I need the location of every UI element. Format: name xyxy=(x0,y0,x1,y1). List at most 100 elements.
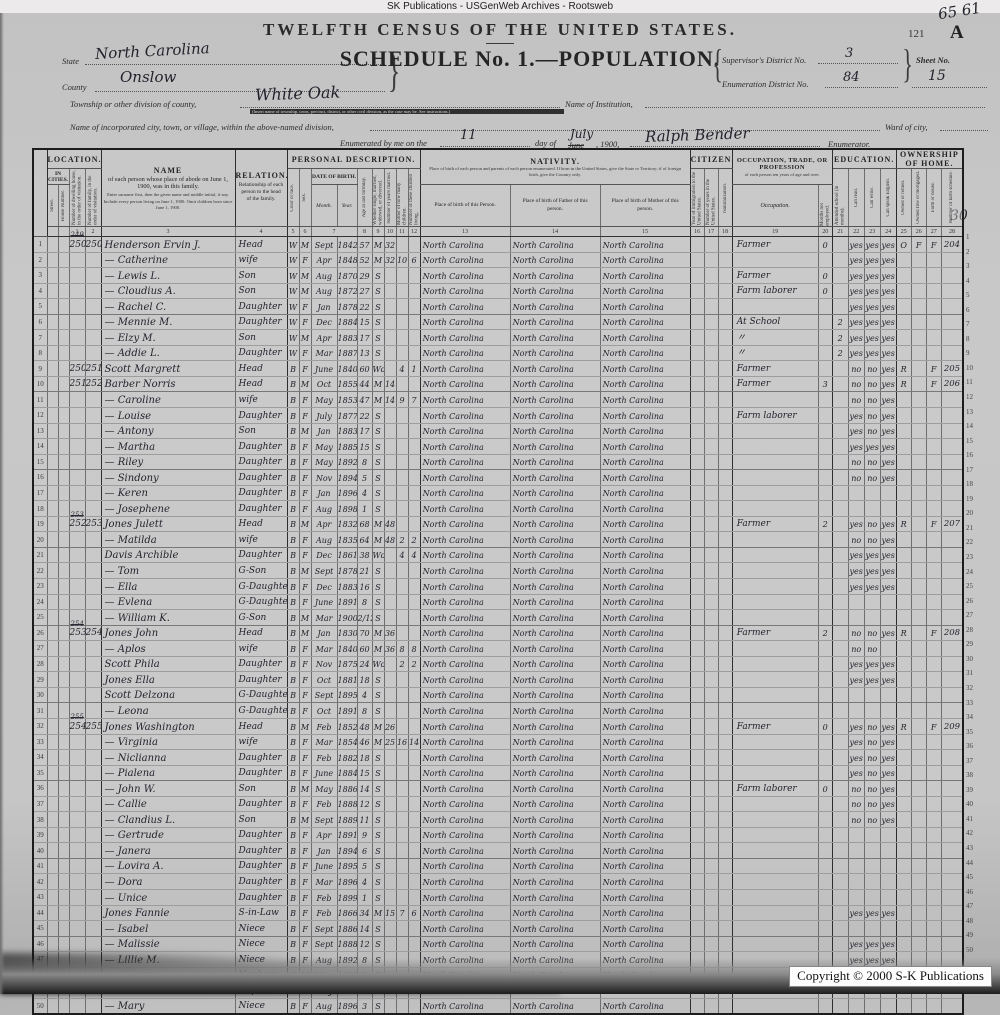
cell-pb: North Carolina xyxy=(420,469,511,486)
cell-mu xyxy=(818,547,833,564)
cell-pb: North Carolina xyxy=(420,594,511,611)
cell-wr: no xyxy=(864,624,881,642)
cell-yu xyxy=(704,375,719,393)
cell-dw xyxy=(69,920,86,937)
census-table-header: LOCATION. NAME of each person whose plac… xyxy=(33,149,964,237)
cell-ms: S xyxy=(372,671,385,688)
margin-row-number: 17 xyxy=(966,465,973,474)
cell-rel: Son xyxy=(235,811,288,828)
cell-a: 60 xyxy=(357,640,373,657)
cell-oc: Farmer xyxy=(732,624,819,642)
dob-header: DATE OF BIRTH. xyxy=(311,168,358,185)
cell-wr: no xyxy=(864,391,881,409)
cell-m: Sept xyxy=(311,936,338,953)
left-brace: } xyxy=(387,45,401,96)
cell-na xyxy=(718,454,733,471)
cell-y: 1898 xyxy=(337,500,358,517)
cell-yu xyxy=(704,842,719,859)
margin-row-number: 18 xyxy=(966,480,973,489)
cell-pf: North Carolina xyxy=(510,562,601,580)
cell-c: B xyxy=(287,454,300,471)
cell-fam xyxy=(85,329,102,346)
cell-yu xyxy=(704,267,719,284)
row-number: 33 xyxy=(33,734,48,751)
cell-pf: North Carolina xyxy=(510,656,601,673)
cell-rd: no xyxy=(848,780,865,797)
table-row: 18— Josephene Daughter B F Aug 1898 1 S North Ca… xyxy=(33,500,964,517)
sheet-value: 15 xyxy=(928,68,946,84)
cell-wr: yes xyxy=(864,329,881,346)
name-instructions-1: of each person whose place of abode on J… xyxy=(108,175,228,190)
cell-yu xyxy=(704,656,719,673)
table-row: 30 Scott Delzona G-Daughter B F Sept 1895 4 S Nor… xyxy=(33,687,964,704)
cell-m: Sept xyxy=(311,562,338,580)
cell-cl: 2 xyxy=(408,531,421,548)
cell-name: Jones Julett xyxy=(101,515,236,533)
age-label: Age at last birthday. xyxy=(361,177,367,218)
cell-fam xyxy=(85,438,102,455)
cell-ym: 26 xyxy=(384,717,397,735)
cell-ym xyxy=(384,469,397,486)
cell-oc xyxy=(732,469,819,486)
cell-c: B xyxy=(287,469,300,486)
cell-name: — Elzy M. xyxy=(101,329,236,346)
col-street: Street. xyxy=(47,184,59,227)
cell-oc: Farm laborer xyxy=(732,780,819,797)
row-number: 36 xyxy=(33,780,48,797)
row-number: 10 xyxy=(33,375,48,393)
cell-fh xyxy=(926,423,942,440)
supervisor-district-value: 3 xyxy=(845,46,854,61)
cell-fm xyxy=(911,454,927,471)
cell-rel: Daughter xyxy=(235,407,288,424)
cell-ms: S xyxy=(372,485,385,502)
cell-pb: North Carolina xyxy=(420,314,511,331)
cell-s: F xyxy=(299,889,312,906)
cell-name: — Cloudius A. xyxy=(101,283,236,300)
cell-pb: North Carolina xyxy=(420,796,511,813)
cell-oc: Farmer xyxy=(732,515,819,533)
row-number: 5 xyxy=(33,298,48,315)
cell-mc xyxy=(396,515,409,533)
cell-na xyxy=(718,515,733,533)
cell-ms: S xyxy=(372,438,385,455)
cell-cl xyxy=(408,811,421,828)
cell-s: F xyxy=(299,904,312,922)
cell-pf: North Carolina xyxy=(510,858,601,875)
cell-fs xyxy=(941,702,964,719)
margin-row-number: 4 xyxy=(966,276,970,285)
cell-fh xyxy=(926,594,942,611)
cell-im xyxy=(690,360,705,377)
cell-fm xyxy=(911,998,927,1015)
cell-mu xyxy=(818,391,833,409)
cell-im xyxy=(690,936,705,953)
table-row: 27— Aplos wife B F Mar 1840 60 M 36 8 8 North Carol… xyxy=(33,640,964,657)
cell-mc xyxy=(396,594,409,611)
cell-cl xyxy=(408,298,421,315)
cell-name: — Lovira A. xyxy=(101,858,236,875)
cell-a: 22 xyxy=(357,407,373,424)
cell-pf: North Carolina xyxy=(510,252,601,269)
cell-c: B xyxy=(287,734,300,751)
cell-s: F xyxy=(299,640,312,657)
cell-sc xyxy=(832,998,849,1015)
cell-s: F xyxy=(299,500,312,517)
row-number: 21 xyxy=(33,547,48,564)
cell-sc xyxy=(832,438,849,455)
cell-ms: S xyxy=(372,500,385,517)
colnum-9: 9 xyxy=(372,226,385,237)
cell-pm: North Carolina xyxy=(600,765,691,782)
cell-pb: North Carolina xyxy=(420,702,511,719)
cell-pf: North Carolina xyxy=(510,236,601,253)
cell-wr xyxy=(864,873,881,890)
cell-im xyxy=(690,640,705,657)
cell-oc xyxy=(732,904,819,922)
cell-pf: North Carolina xyxy=(510,423,601,440)
cell-fs xyxy=(941,298,964,315)
cell-rel: Niece xyxy=(235,998,288,1015)
cell-c: B xyxy=(287,920,300,937)
cell-y: 1896 xyxy=(337,998,358,1015)
cell-hn xyxy=(58,765,70,782)
cell-y: 1884 xyxy=(337,765,358,782)
cell-st xyxy=(47,640,59,657)
cell-na xyxy=(718,717,733,735)
